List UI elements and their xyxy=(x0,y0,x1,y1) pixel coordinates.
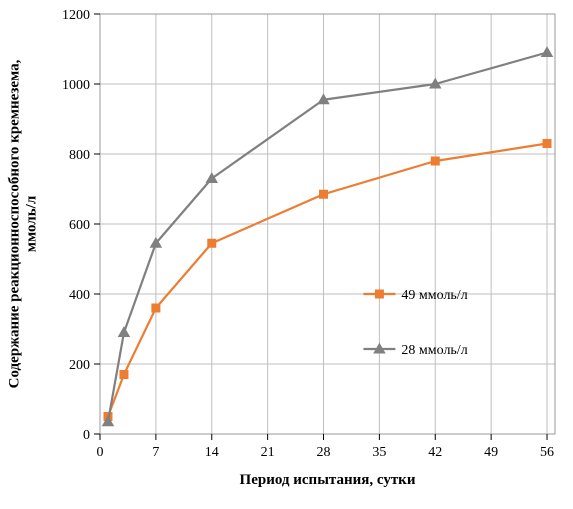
y-tick-label: 1200 xyxy=(62,8,90,23)
x-tick-label: 0 xyxy=(97,445,104,460)
y-tick-label: 1000 xyxy=(62,78,90,93)
y-tick-label: 0 xyxy=(83,428,90,443)
y-axis-label: Содержание реакционноспособного кремнезе… xyxy=(6,59,39,388)
x-tick-label: 35 xyxy=(372,445,386,460)
x-tick-label: 42 xyxy=(428,445,442,460)
x-tick-label: 49 xyxy=(484,445,498,460)
x-tick-label: 28 xyxy=(317,445,331,460)
y-tick-label: 200 xyxy=(69,358,90,373)
x-tick-label: 14 xyxy=(205,445,219,460)
legend-label: 49 ммоль/л xyxy=(401,288,467,303)
y-tick-label: 400 xyxy=(69,288,90,303)
legend-label: 28 ммоль/л xyxy=(401,343,467,358)
line-chart: 0 7 14 21 28 35 42 49 56 0 200 400 600 800 1000 1200 Пер… xyxy=(0,0,573,509)
x-tick-label: 7 xyxy=(152,445,159,460)
x-tick-label: 21 xyxy=(261,445,275,460)
y-tick-label: 600 xyxy=(69,218,90,233)
x-tick-label: 56 xyxy=(540,445,554,460)
chart-container: 0 7 14 21 28 35 42 49 56 0 200 400 600 800 1000 1200 Пер… xyxy=(0,0,573,509)
y-tick-label: 800 xyxy=(69,148,90,163)
x-axis-label: Период испытания, сутки xyxy=(240,472,416,488)
